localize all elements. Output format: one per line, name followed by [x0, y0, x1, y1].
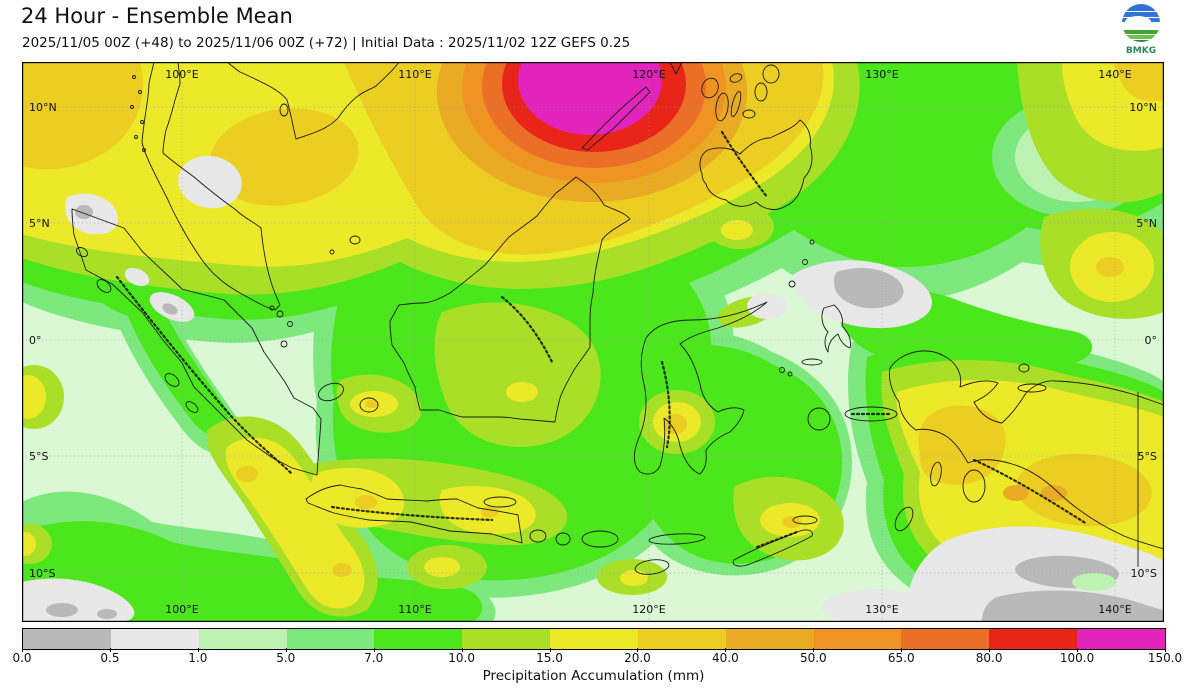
colorbar-tick-label: 5.0 [276, 651, 296, 665]
colorbar-segment [110, 629, 199, 649]
colorbar-tick-mark [901, 648, 903, 652]
bmkg-logo: BMKG [1118, 2, 1164, 56]
lon-label-bottom: 140°E [1098, 603, 1131, 616]
colorbar-tick-mark [285, 648, 287, 652]
colorbar-tick-label: 80.0 [975, 651, 1003, 665]
lon-label-bottom: 120°E [632, 603, 665, 616]
colorbar-tick-mark [461, 648, 463, 652]
lon-label-top: 140°E [1098, 68, 1131, 81]
page-title: 24 Hour - Ensemble Mean [21, 4, 293, 28]
lat-label-right: 10°S [1131, 567, 1157, 580]
colorbar-segment [637, 629, 726, 649]
small-islands [75, 64, 1047, 575]
lat-label-left: 10°N [29, 101, 57, 114]
colorbar-tick-label: 0.0 [12, 651, 32, 665]
colorbar-tick-mark [725, 648, 727, 652]
colorbar-segment [198, 629, 287, 649]
colorbar-tick-label: 15.0 [536, 651, 563, 665]
lat-label-right: 5°N [1136, 217, 1157, 230]
lat-label-right: 5°S [1138, 450, 1157, 463]
page-subtitle: 2025/11/05 00Z (+48) to 2025/11/06 00Z (… [22, 35, 631, 51]
colorbar-segment [725, 629, 814, 649]
colorbar-tick-mark [1165, 648, 1166, 652]
lat-label-left: 0° [29, 334, 42, 347]
map-frame [22, 62, 1164, 622]
colorbar-tick-label: 100.0 [1059, 651, 1095, 665]
lat-label-right: 10°N [1129, 101, 1157, 114]
lon-label-top: 130°E [865, 68, 898, 81]
colorbar-title: Precipitation Accumulation (mm) [482, 668, 705, 684]
lon-label-bottom: 100°E [165, 603, 198, 616]
lat-label-left: 5°N [29, 217, 50, 230]
graticule-labels: 100°E 110°E 120°E 130°E 140°E 100°E 110°E 120°E… [29, 68, 1157, 616]
colorbar-tick-label: 7.0 [364, 651, 384, 665]
precipitation-map: 100°E 110°E 120°E 130°E 140°E 100°E 110°E 120°E… [22, 62, 1164, 622]
colorbar-tick-mark [549, 648, 551, 652]
lon-label-top: 100°E [165, 68, 198, 81]
colorbar-tick-mark [813, 648, 815, 652]
colorbar-segment [23, 629, 111, 649]
colorbar-tick-label: 65.0 [887, 651, 915, 665]
colorbar-segment [901, 629, 990, 649]
colorbar-segment [813, 629, 902, 649]
lon-label-bottom: 110°E [398, 603, 431, 616]
dry-gray-regions [22, 155, 1164, 622]
lat-label-left: 5°S [29, 450, 48, 463]
lat-label-left: 10°S [29, 567, 55, 580]
terrain-hatching [115, 130, 1089, 549]
colorbar-tick-label: 10.0 [448, 651, 475, 665]
colorbar-tick-mark [22, 648, 23, 652]
colorbar-segment [1077, 629, 1165, 649]
colorbar [22, 628, 1166, 650]
colorbar-segment [462, 629, 551, 649]
colorbar-tick-label: 20.0 [624, 651, 651, 665]
coastlines [71, 62, 1164, 567]
colorbar-segment [550, 629, 638, 649]
map-canvas: 100°E 110°E 120°E 130°E 140°E 100°E 110°E 120°E… [22, 62, 1164, 622]
colorbar-segment [286, 629, 375, 649]
colorbar-tick-mark [373, 648, 375, 652]
colorbar-tick-label: 1.0 [188, 651, 208, 665]
colorbar-tick-mark [989, 648, 991, 652]
colorbar-segment [989, 629, 1078, 649]
colorbar-tick-mark [637, 648, 639, 652]
graticule [22, 62, 1164, 622]
lon-label-bottom: 130°E [865, 603, 898, 616]
colorbar-tick-mark [1077, 648, 1079, 652]
colorbar-tick-mark [109, 648, 111, 652]
colorbar-tick-label: 50.0 [799, 651, 827, 665]
colorbar-tick-label: 40.0 [712, 651, 739, 665]
storm-system-bullseye [437, 62, 1067, 501]
colorbar-ticks: 0.0 0.5 1.0 5.0 7.0 10.0 15.0 20.0 40.0 50.0 65.0 8… [12, 648, 1182, 667]
bmkg-logo-icon: BMKG [1122, 4, 1160, 56]
colorbar-segment [374, 629, 463, 649]
colorbar-tick-label: 150.0 [1147, 651, 1183, 665]
bmkg-logo-text: BMKG [1126, 46, 1156, 56]
colorbar-tick-mark [197, 648, 199, 652]
lon-label-top: 120°E [632, 68, 665, 81]
lat-label-right: 0° [1145, 334, 1158, 347]
lon-label-top: 110°E [398, 68, 431, 81]
colorbar-tick-label: 0.5 [100, 651, 120, 665]
